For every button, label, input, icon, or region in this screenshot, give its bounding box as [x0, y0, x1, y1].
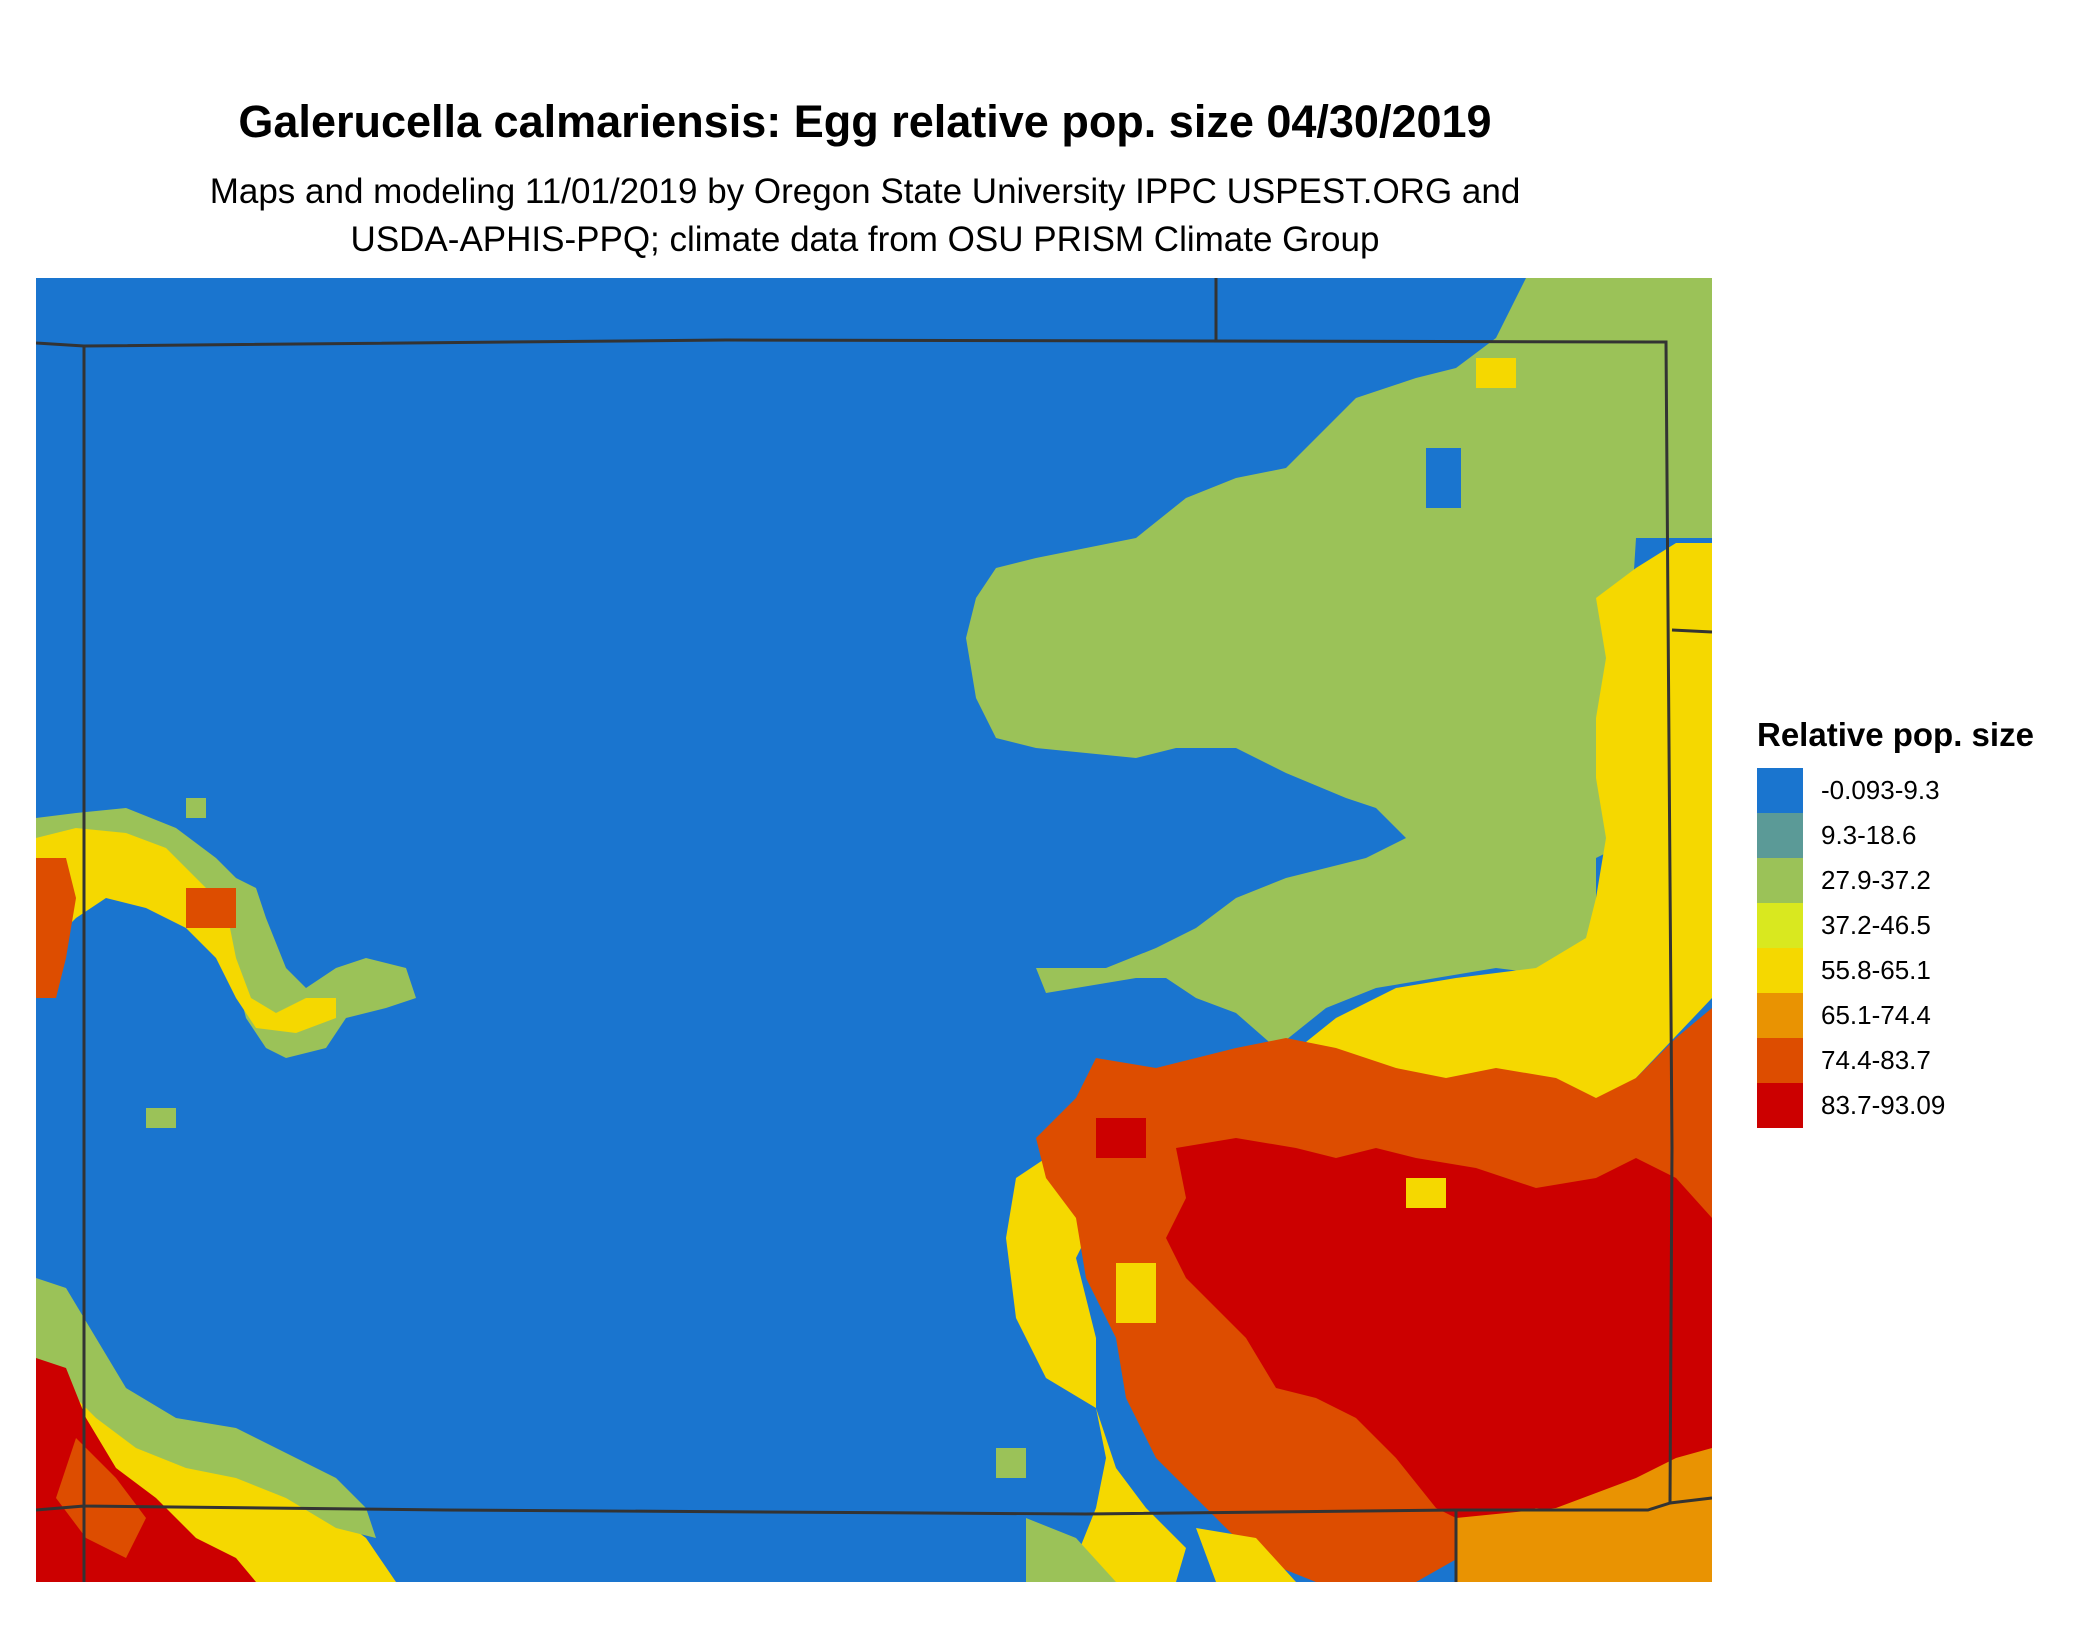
- spot-orange-nw: [186, 888, 236, 928]
- legend-item: 27.9-37.2: [1757, 858, 2034, 903]
- legend-item: 55.8-65.1: [1757, 948, 2034, 993]
- legend-label: 37.2-46.5: [1821, 910, 1931, 940]
- legend-title: Relative pop. size: [1757, 716, 2034, 753]
- region-orange-northwest: [36, 858, 76, 998]
- legend-label: 27.9-37.2: [1821, 865, 1931, 895]
- spot-green-w2: [146, 1108, 176, 1128]
- map-title: Galerucella calmariensis: Egg relative p…: [238, 96, 1492, 147]
- legend-label: 9.3-18.6: [1821, 820, 1917, 850]
- legend-item: 9.3-18.6: [1757, 813, 2034, 858]
- region-orange-southwest: [56, 1438, 146, 1558]
- legend-label: 74.4-83.7: [1821, 1045, 1931, 1075]
- region-green-northeast: [966, 278, 1712, 1048]
- legend-item: 37.2-46.5: [1757, 903, 2034, 948]
- spot-red-1: [1096, 1118, 1146, 1158]
- map-subtitle-line2: USDA-APHIS-PPQ; climate data from OSU PR…: [350, 220, 1380, 259]
- legend: Relative pop. size -0.093-9.3 9.3-18.6 27.…: [1757, 716, 2034, 1128]
- legend-item: -0.093-9.3: [1757, 768, 2034, 813]
- region-orange-southeast: [1456, 1448, 1712, 1582]
- spot-yellow-s1: [1116, 1263, 1156, 1323]
- legend-items: -0.093-9.3 9.3-18.6 27.9-37.2 37.2-46.5 55.8…: [1757, 768, 2034, 1128]
- legend-item: 74.4-83.7: [1757, 1038, 2034, 1083]
- legend-swatch: [1757, 858, 1803, 903]
- legend-label: 83.7-93.09: [1821, 1090, 1946, 1120]
- raster-map: [36, 278, 1712, 1582]
- region-yellow-northwest: [36, 828, 336, 1033]
- spot-green-w1: [186, 798, 206, 818]
- legend-swatch: [1757, 1038, 1803, 1083]
- legend-swatch: [1757, 993, 1803, 1038]
- region-green-southwest: [36, 1278, 376, 1538]
- legend-item: 65.1-74.4: [1757, 993, 2034, 1038]
- legend-swatch: [1757, 768, 1803, 813]
- spot-green-w3: [996, 1448, 1026, 1478]
- legend-swatch: [1757, 948, 1803, 993]
- region-red-core: [1166, 1138, 1712, 1528]
- lake-blue: [1426, 448, 1461, 508]
- legend-swatch: [1757, 813, 1803, 858]
- region-green-south: [1026, 1518, 1116, 1582]
- legend-swatch: [1757, 903, 1803, 948]
- legend-label: 65.1-74.4: [1821, 1000, 1931, 1030]
- boundary-west: [36, 341, 85, 348]
- legend-label: 55.8-65.1: [1821, 955, 1931, 985]
- legend-item: 83.7-93.09: [1757, 1083, 2034, 1128]
- region-yellow-south: [1196, 1528, 1296, 1582]
- spot-yellow-s2: [1406, 1178, 1446, 1208]
- spot-yellow-n1: [1476, 358, 1516, 388]
- boundary-south1: [36, 1504, 86, 1582]
- map-subtitle-line1: Maps and modeling 11/01/2019 by Oregon S…: [209, 172, 1521, 211]
- state-boundary: [82, 338, 1674, 1516]
- boundary-east: [1671, 628, 1712, 634]
- legend-swatch: [1757, 1083, 1803, 1128]
- legend-label: -0.093-9.3: [1821, 775, 1940, 805]
- boundary-se: [1669, 1496, 1712, 1505]
